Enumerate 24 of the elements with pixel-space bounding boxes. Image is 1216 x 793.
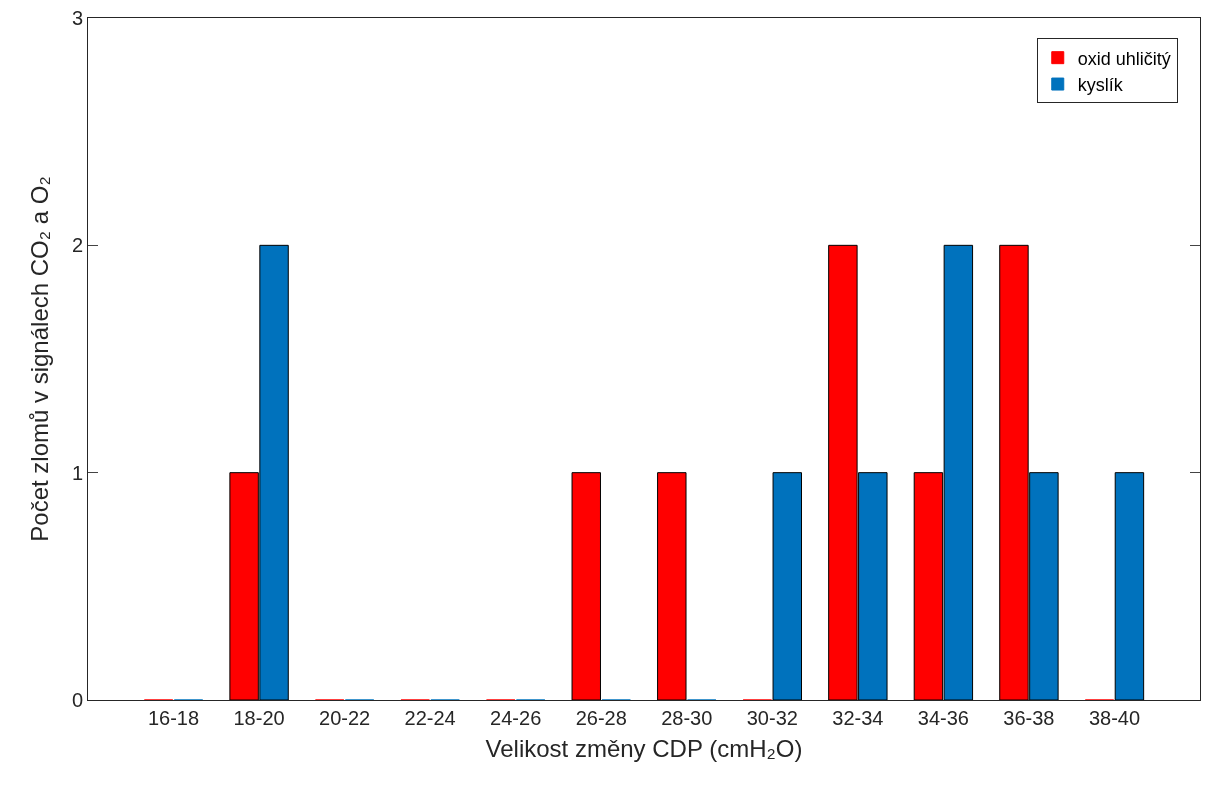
x-axis-title: Velikost změny CDP (cmH₂O) xyxy=(485,735,803,763)
y-axis-title: Počet zlomů v signálech CO₂ a O₂ xyxy=(25,176,53,542)
x-tick-label: 20-22 xyxy=(319,707,371,729)
x-tick-label: 38-40 xyxy=(1088,707,1141,729)
y-tick-label: 3 xyxy=(71,7,83,29)
bar xyxy=(571,472,601,700)
x-tick-label: 16-18 xyxy=(147,707,200,729)
bar xyxy=(772,472,802,700)
x-tick-label: 30-32 xyxy=(746,707,798,729)
x-tick-label: 22-24 xyxy=(404,707,456,729)
legend-label: kyslík xyxy=(1077,75,1124,96)
x-tick-label: 18-20 xyxy=(233,707,285,729)
x-tick-label: 26-28 xyxy=(575,707,627,729)
bar xyxy=(657,472,687,700)
x-tick-label: 24-26 xyxy=(490,707,542,729)
y-tick-label: 2 xyxy=(71,234,83,257)
x-tick-label: 36-38 xyxy=(1003,707,1055,729)
y-tick-label: 0 xyxy=(71,689,83,711)
legend-label: oxid uhličitý xyxy=(1077,48,1171,69)
bar xyxy=(1114,472,1145,700)
x-tick-label: 34-36 xyxy=(917,707,969,729)
x-tick-label: 28-30 xyxy=(661,707,713,729)
x-tick-label: 32-34 xyxy=(832,707,884,729)
y-tick-label: 1 xyxy=(71,461,83,484)
